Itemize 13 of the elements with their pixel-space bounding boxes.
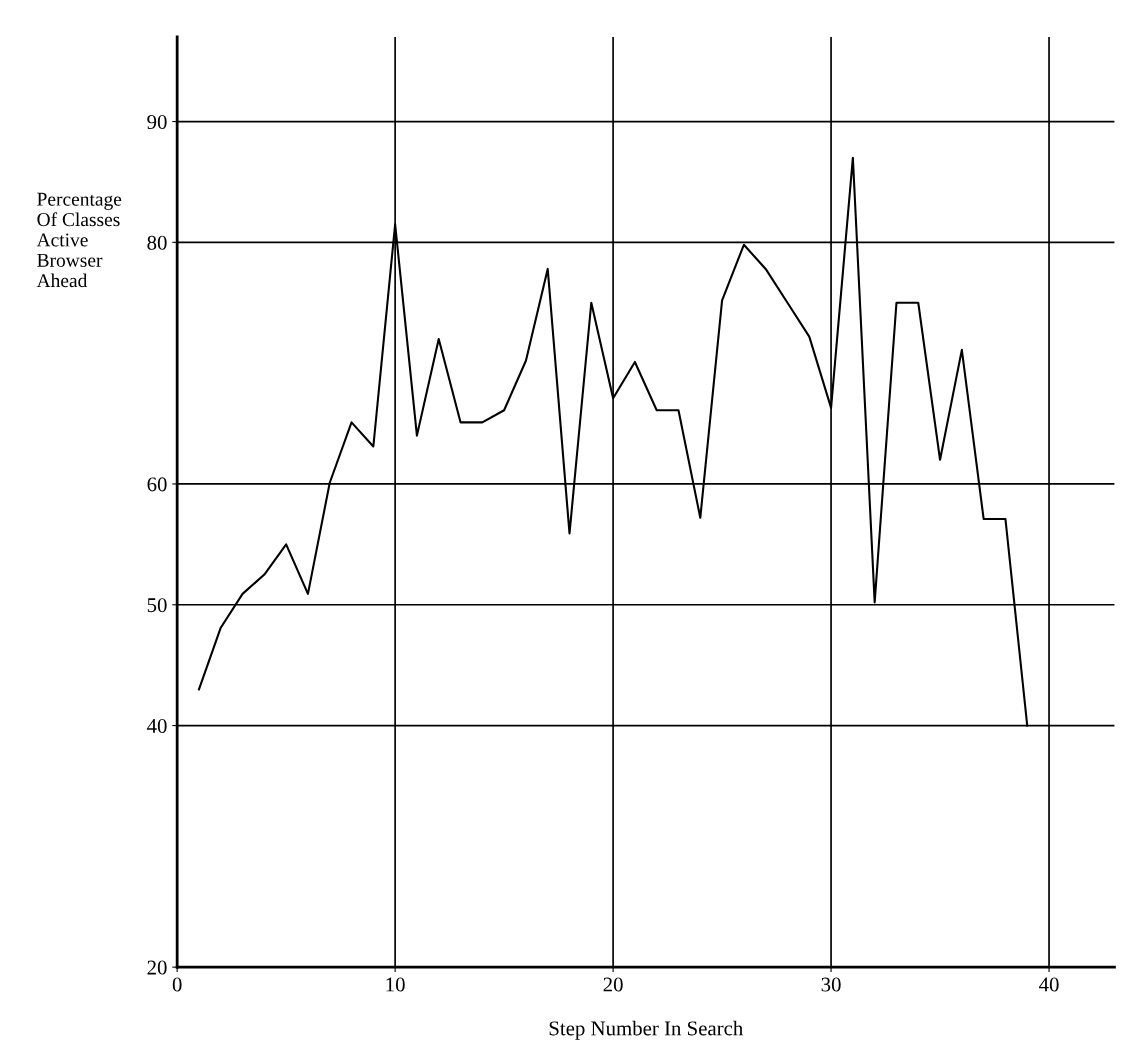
y-tick-label: 80 <box>147 235 167 250</box>
y-tick-label: 50 <box>147 598 167 613</box>
x-tick-label: 10 <box>386 977 405 992</box>
y-tick-label: 20 <box>147 960 167 975</box>
x-tick-label: 40 <box>1039 977 1059 992</box>
y-axis-title: Percentage Of Classes Active Browser Ahead <box>36 192 122 288</box>
y-tick-label: 90 <box>147 114 167 129</box>
y-tick-label: 60 <box>147 477 167 492</box>
x-tick-label: 0 <box>172 977 182 992</box>
x-tick-label: 30 <box>821 977 841 992</box>
x-axis-title: Step Number In Search <box>549 1020 743 1040</box>
x-tick-label: 20 <box>603 977 623 992</box>
y-tick-label: 40 <box>147 718 167 733</box>
